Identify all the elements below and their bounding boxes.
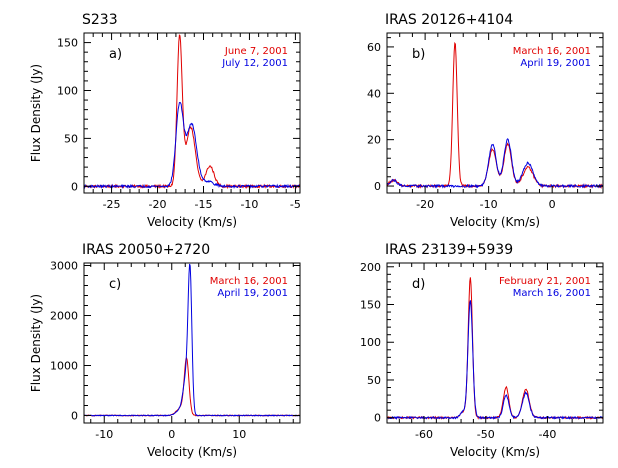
- panel-4: -60 -50 -40 0 50 100 150 200 IRAS 23139+5939 d) Fe…: [360, 242, 604, 459]
- x-tick-label: -50: [477, 428, 495, 441]
- x-tick-label: -25: [103, 198, 121, 211]
- x-axis-label: Velocity (Km/s): [147, 215, 237, 229]
- y-tick-label: 3000: [50, 260, 78, 273]
- series-line-blue: [387, 300, 603, 420]
- panel-title: IRAS 23139+5939: [385, 242, 513, 258]
- y-tick-label: 200: [360, 261, 381, 274]
- y-tick-label: 100: [57, 84, 78, 97]
- legend-entry-red: February 21, 2001: [499, 276, 591, 287]
- y-tick-label: 150: [360, 299, 381, 312]
- x-tick-label: -15: [195, 198, 213, 211]
- y-tick-label: 50: [64, 132, 78, 145]
- plot-frame: [386, 262, 604, 424]
- series-line-red: [84, 357, 300, 417]
- y-axis-label: Flux Density (Jy): [29, 64, 43, 162]
- y-tick-label: 0: [374, 412, 381, 425]
- panel-1: -25 -20 -15 -10 -5 0 50 100 150 S233 a) June 7, 200…: [29, 12, 301, 229]
- panel-label: c): [109, 277, 121, 292]
- legend-entry-blue: April 19, 2001: [520, 58, 591, 69]
- y-axis-label: Flux Density (Jy): [29, 294, 43, 392]
- y-tick-label: 2000: [50, 310, 78, 323]
- legend-entry-red: March 16, 2001: [210, 276, 288, 287]
- panel-title: IRAS 20126+4104: [385, 12, 513, 28]
- series-line-blue: [84, 101, 300, 190]
- x-tick-label: -10: [95, 428, 113, 441]
- panel-label: b): [412, 47, 425, 62]
- plot-frame: [83, 262, 301, 424]
- y-tick-label: 0: [374, 180, 381, 193]
- panel-title: S233: [82, 12, 118, 28]
- series-line-blue: [84, 263, 300, 417]
- y-tick-label: 40: [367, 87, 381, 100]
- panel-label: a): [109, 47, 122, 62]
- x-tick-label: 0: [549, 198, 556, 211]
- y-tick-label: 100: [360, 336, 381, 349]
- x-axis-label: Velocity (Km/s): [450, 215, 540, 229]
- legend-entry-blue: March 16, 2001: [513, 288, 591, 299]
- x-tick-label: -20: [149, 198, 167, 211]
- y-tick-label: 20: [367, 134, 381, 147]
- series-line-blue: [387, 138, 603, 189]
- x-tick-label: -60: [415, 428, 433, 441]
- panel-label: d): [412, 277, 425, 292]
- y-tick-label: 60: [367, 41, 381, 54]
- plot-frame: [386, 32, 604, 194]
- y-tick-label: 1000: [50, 360, 78, 373]
- x-tick-label: 0: [168, 428, 175, 441]
- y-tick-label: 50: [367, 374, 381, 387]
- panel-title: IRAS 20050+2720: [82, 242, 210, 258]
- legend-entry-red: June 7, 2001: [224, 46, 288, 57]
- legend-entry-blue: April 19, 2001: [217, 288, 288, 299]
- x-tick-label: 10: [232, 428, 246, 441]
- x-axis-label: Velocity (Km/s): [450, 445, 540, 459]
- legend-entry-blue: July 12, 2001: [221, 58, 288, 69]
- y-tick-label: 0: [71, 410, 78, 423]
- x-tick-label: -20: [416, 198, 434, 211]
- x-tick-label: -40: [538, 428, 556, 441]
- panel-2: -20 -10 0 0 20 40 60 IRAS 20126+4104 b) March 16,…: [367, 12, 604, 229]
- panel-3: -10 0 10 0 1000 2000 3000 IRAS 20050+2720 c) Marc…: [29, 242, 301, 459]
- x-tick-label: -10: [480, 198, 498, 211]
- plot-frame: [83, 32, 301, 194]
- x-tick-label: -10: [240, 198, 258, 211]
- legend-entry-red: March 16, 2001: [513, 46, 591, 57]
- x-tick-label: -5: [290, 198, 301, 211]
- y-tick-label: 150: [57, 37, 78, 50]
- y-tick-label: 0: [71, 180, 78, 193]
- x-axis-label: Velocity (Km/s): [147, 445, 237, 459]
